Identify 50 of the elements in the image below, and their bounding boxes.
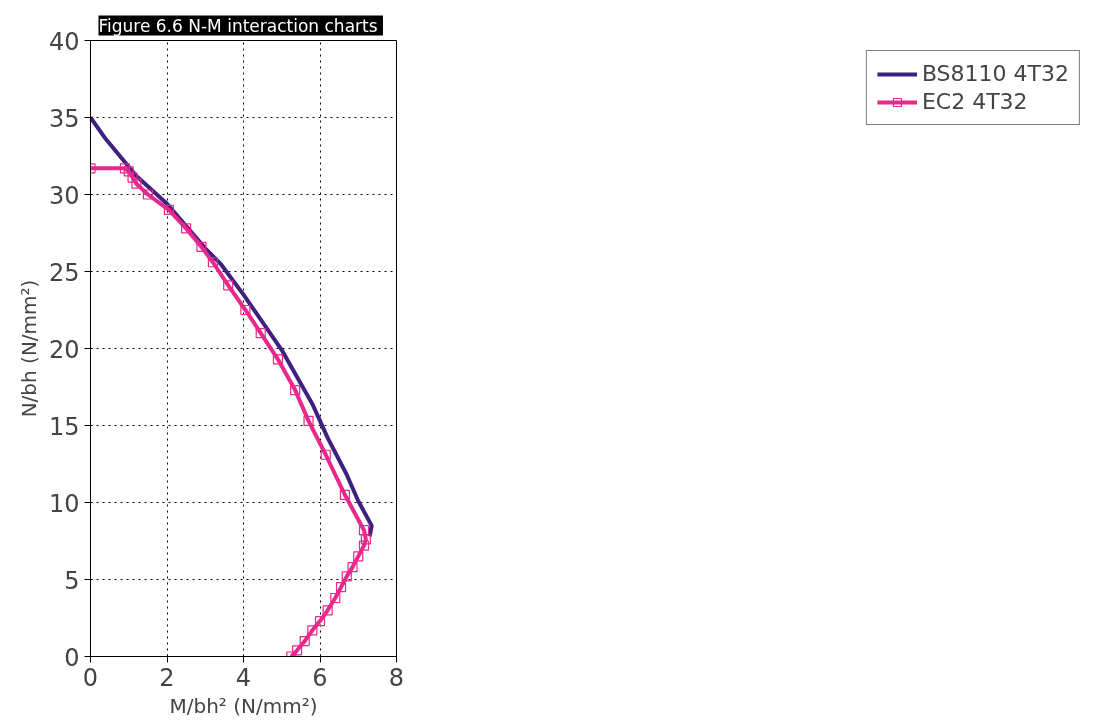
point (131, 178, 142, 189)
legend-label: EC2 4T32 (921, 89, 1028, 114)
point (290, 384, 301, 396)
point (142, 189, 153, 200)
y-tick-label: 10 (48, 489, 80, 518)
point (181, 223, 192, 234)
point (353, 551, 364, 562)
x-tick-label: 6 (312, 663, 328, 692)
y-tick-label: 35 (48, 104, 80, 133)
point (360, 534, 371, 545)
x-axis-title: M/bh² (N/mm²) (169, 693, 318, 718)
point (330, 592, 341, 604)
chart-title: Figure 6.6 N-M interaction charts (98, 15, 378, 36)
y-tick-label: 15 (48, 412, 80, 441)
point (303, 415, 314, 426)
point (119, 163, 131, 174)
y-axis-title: N/bh (N/mm²) (16, 279, 41, 418)
point (339, 489, 350, 500)
y-tick-label: 40 (48, 27, 80, 56)
point (358, 540, 370, 551)
point (314, 615, 326, 627)
point (127, 172, 138, 183)
legend-label: BS8110 4T32 (921, 61, 1069, 86)
x-tick-label: 8 (388, 663, 405, 692)
point (196, 241, 207, 252)
point (255, 328, 266, 339)
point (322, 605, 333, 616)
x-tick-label: 2 (159, 663, 175, 692)
line-series (90, 163, 371, 657)
point (207, 257, 218, 268)
point (341, 571, 352, 582)
point (320, 449, 331, 460)
y-tick-label: 5 (64, 566, 80, 595)
y-tick-label: 0 (64, 643, 80, 672)
point (299, 636, 310, 647)
point (240, 304, 251, 316)
point (123, 166, 134, 177)
y-tick-label: 25 (48, 258, 80, 287)
y-tick-label: 20 (48, 335, 80, 364)
y-tick-label: 30 (48, 181, 80, 210)
x-tick-label: 0 (82, 663, 99, 692)
point (223, 280, 234, 291)
point (163, 204, 175, 215)
point (272, 354, 284, 365)
point (291, 645, 303, 656)
point (335, 582, 347, 593)
point (307, 625, 318, 636)
point (358, 525, 370, 536)
x-tick-label: 4 (235, 663, 252, 692)
point (347, 562, 358, 573)
